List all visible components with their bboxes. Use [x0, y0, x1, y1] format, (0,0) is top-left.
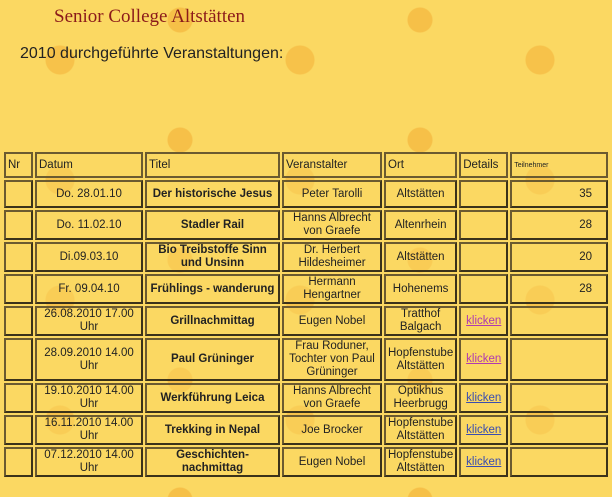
- cell-titel: Bio Treibstoffe Sinn und Unsinn: [145, 242, 280, 272]
- cell-veranstalter: Dr. Herbert Hildesheimer: [282, 242, 382, 272]
- cell-details: [459, 274, 509, 304]
- cell-ort: Hohenems: [384, 274, 458, 304]
- cell-datum: Do. 28.01.10: [35, 180, 143, 208]
- cell-details: [459, 180, 509, 208]
- header-details: Details: [459, 152, 509, 178]
- cell-teilnehmer: [510, 415, 608, 445]
- cell-nr: [4, 210, 33, 240]
- cell-veranstalter: Peter Tarolli: [282, 180, 382, 208]
- details-link[interactable]: klicken: [466, 455, 502, 468]
- details-link[interactable]: klicken: [466, 314, 502, 327]
- header-veranstalter: Veranstalter: [282, 152, 382, 178]
- table-row: 07.12.2010 14.00 Uhr Geschichten-nachmitt…: [4, 447, 608, 477]
- table-row: Do. 28.01.10 Der historische Jesus Peter T…: [4, 180, 608, 208]
- table-row: 19.10.2010 14.00 Uhr Werkführung Leica Han…: [4, 383, 608, 413]
- cell-datum: Do. 11.02.10: [35, 210, 143, 240]
- details-link[interactable]: klicken: [466, 391, 502, 404]
- cell-ort: Hopfenstube Altstätten: [384, 338, 458, 381]
- header-datum: Datum: [35, 152, 143, 178]
- cell-teilnehmer: 28: [510, 274, 608, 304]
- cell-nr: [4, 306, 33, 336]
- cell-veranstalter: Eugen Nobel: [282, 447, 382, 477]
- cell-teilnehmer: 35: [510, 180, 608, 208]
- cell-details: klicken: [459, 383, 509, 413]
- details-link[interactable]: klicken: [466, 423, 502, 436]
- cell-datum: 19.10.2010 14.00 Uhr: [35, 383, 143, 413]
- cell-datum: Di.09.03.10: [35, 242, 143, 272]
- cell-nr: [4, 415, 33, 445]
- cell-veranstalter: Hermann Hengartner: [282, 274, 382, 304]
- cell-titel: Werkführung Leica: [145, 383, 280, 413]
- cell-titel: Paul Grüninger: [145, 338, 280, 381]
- cell-details: [459, 242, 509, 272]
- cell-teilnehmer: [510, 447, 608, 477]
- cell-ort: Altenrhein: [384, 210, 458, 240]
- cell-nr: [4, 274, 33, 304]
- cell-ort: Altstätten: [384, 180, 458, 208]
- cell-ort: Tratthof Balgach: [384, 306, 458, 336]
- cell-teilnehmer: 28: [510, 210, 608, 240]
- cell-datum: 07.12.2010 14.00 Uhr: [35, 447, 143, 477]
- details-link[interactable]: klicken: [466, 353, 502, 365]
- table-row: Do. 11.02.10 Stadler Rail Hanns Albrecht v…: [4, 210, 608, 240]
- cell-nr: [4, 242, 33, 272]
- cell-nr: [4, 180, 33, 208]
- cell-details: klicken: [459, 415, 509, 445]
- cell-ort: Hopfenstube Altstätten: [384, 415, 458, 445]
- cell-details: klicken: [459, 338, 509, 381]
- table-row: 28.09.2010 14.00 Uhr Paul Grüninger Frau R…: [4, 338, 608, 381]
- cell-datum: 26.08.2010 17.00 Uhr: [35, 306, 143, 336]
- cell-datum: Fr. 09.04.10: [35, 274, 143, 304]
- cell-details: klicken: [459, 447, 509, 477]
- page-title: Senior College Altstätten: [54, 6, 246, 27]
- cell-titel: Geschichten-nachmittag: [145, 447, 280, 477]
- header-nr: Nr: [4, 152, 33, 178]
- cell-teilnehmer: 20: [510, 242, 608, 272]
- events-table: Nr Datum Titel Veranstalter Ort Details …: [2, 150, 610, 479]
- cell-titel: Frühlings - wanderung: [145, 274, 280, 304]
- table-row: 26.08.2010 17.00 Uhr Grillnachmittag Eugen…: [4, 306, 608, 336]
- cell-teilnehmer: [510, 338, 608, 381]
- table-header: Nr Datum Titel Veranstalter Ort Details …: [4, 152, 608, 178]
- table-row: Fr. 09.04.10 Frühlings - wanderung Hermann…: [4, 274, 608, 304]
- cell-details: [459, 210, 509, 240]
- cell-details: klicken: [459, 306, 509, 336]
- cell-nr: [4, 383, 33, 413]
- cell-veranstalter: Hanns Albrecht von Graefe: [282, 383, 382, 413]
- cell-nr: [4, 338, 33, 381]
- cell-titel: Stadler Rail: [145, 210, 280, 240]
- cell-nr: [4, 447, 33, 477]
- header-titel: Titel: [145, 152, 280, 178]
- cell-veranstalter: Joe Brocker: [282, 415, 382, 445]
- cell-ort: Optikhus Heerbrugg: [384, 383, 458, 413]
- cell-veranstalter: Eugen Nobel: [282, 306, 382, 336]
- table-row: Di.09.03.10 Bio Treibstoffe Sinn und Unsi…: [4, 242, 608, 272]
- cell-ort: Hopfenstube Altstätten: [384, 447, 458, 477]
- cell-veranstalter: Hanns Albrecht von Graefe: [282, 210, 382, 240]
- cell-datum: 28.09.2010 14.00 Uhr: [35, 338, 143, 381]
- header-teilnehmer: Teilnehmer: [510, 152, 608, 178]
- header-ort: Ort: [384, 152, 458, 178]
- cell-titel: Trekking in Nepal: [145, 415, 280, 445]
- cell-teilnehmer: [510, 383, 608, 413]
- cell-veranstalter: Frau Roduner, Tochter von Paul Grüninger: [282, 338, 382, 381]
- cell-ort: Altstätten: [384, 242, 458, 272]
- cell-datum: 16.11.2010 14.00 Uhr: [35, 415, 143, 445]
- cell-titel: Der historische Jesus: [145, 180, 280, 208]
- page-subtitle: 2010 durchgeführte Veranstaltungen:: [20, 45, 284, 62]
- table-row: 16.11.2010 14.00 Uhr Trekking in Nepal Joe…: [4, 415, 608, 445]
- cell-titel: Grillnachmittag: [145, 306, 280, 336]
- cell-teilnehmer: [510, 306, 608, 336]
